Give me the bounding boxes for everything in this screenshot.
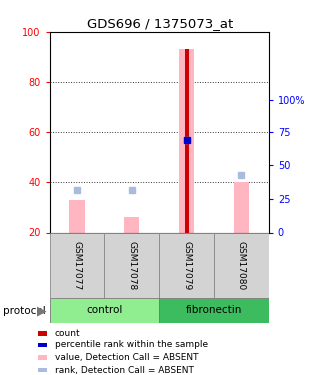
Text: GSM17079: GSM17079 (182, 241, 191, 290)
Text: rank, Detection Call = ABSENT: rank, Detection Call = ABSENT (55, 366, 194, 375)
Bar (104, 232, 159, 298)
Bar (124, 217, 140, 232)
Text: percentile rank within the sample: percentile rank within the sample (55, 340, 208, 350)
Bar (69, 200, 85, 232)
Text: GSM17077: GSM17077 (73, 241, 82, 290)
Bar (159, 232, 214, 298)
Bar (50, 232, 104, 298)
Text: GSM17078: GSM17078 (127, 241, 136, 290)
Text: count: count (55, 329, 81, 338)
Text: fibronectin: fibronectin (186, 305, 242, 315)
Text: value, Detection Call = ABSENT: value, Detection Call = ABSENT (55, 353, 198, 362)
Text: control: control (86, 305, 123, 315)
Bar (38, 343, 47, 347)
Bar (50, 298, 159, 322)
Bar (38, 368, 47, 372)
Text: protocol: protocol (3, 306, 46, 315)
Text: ▶: ▶ (37, 304, 46, 317)
Bar (234, 182, 249, 232)
Bar (179, 50, 194, 232)
Text: GDS696 / 1375073_at: GDS696 / 1375073_at (87, 17, 233, 30)
Bar (38, 355, 47, 360)
Bar (185, 50, 188, 232)
Bar (159, 298, 269, 322)
Bar (214, 232, 269, 298)
Bar (38, 331, 47, 336)
Text: GSM17080: GSM17080 (237, 241, 246, 290)
